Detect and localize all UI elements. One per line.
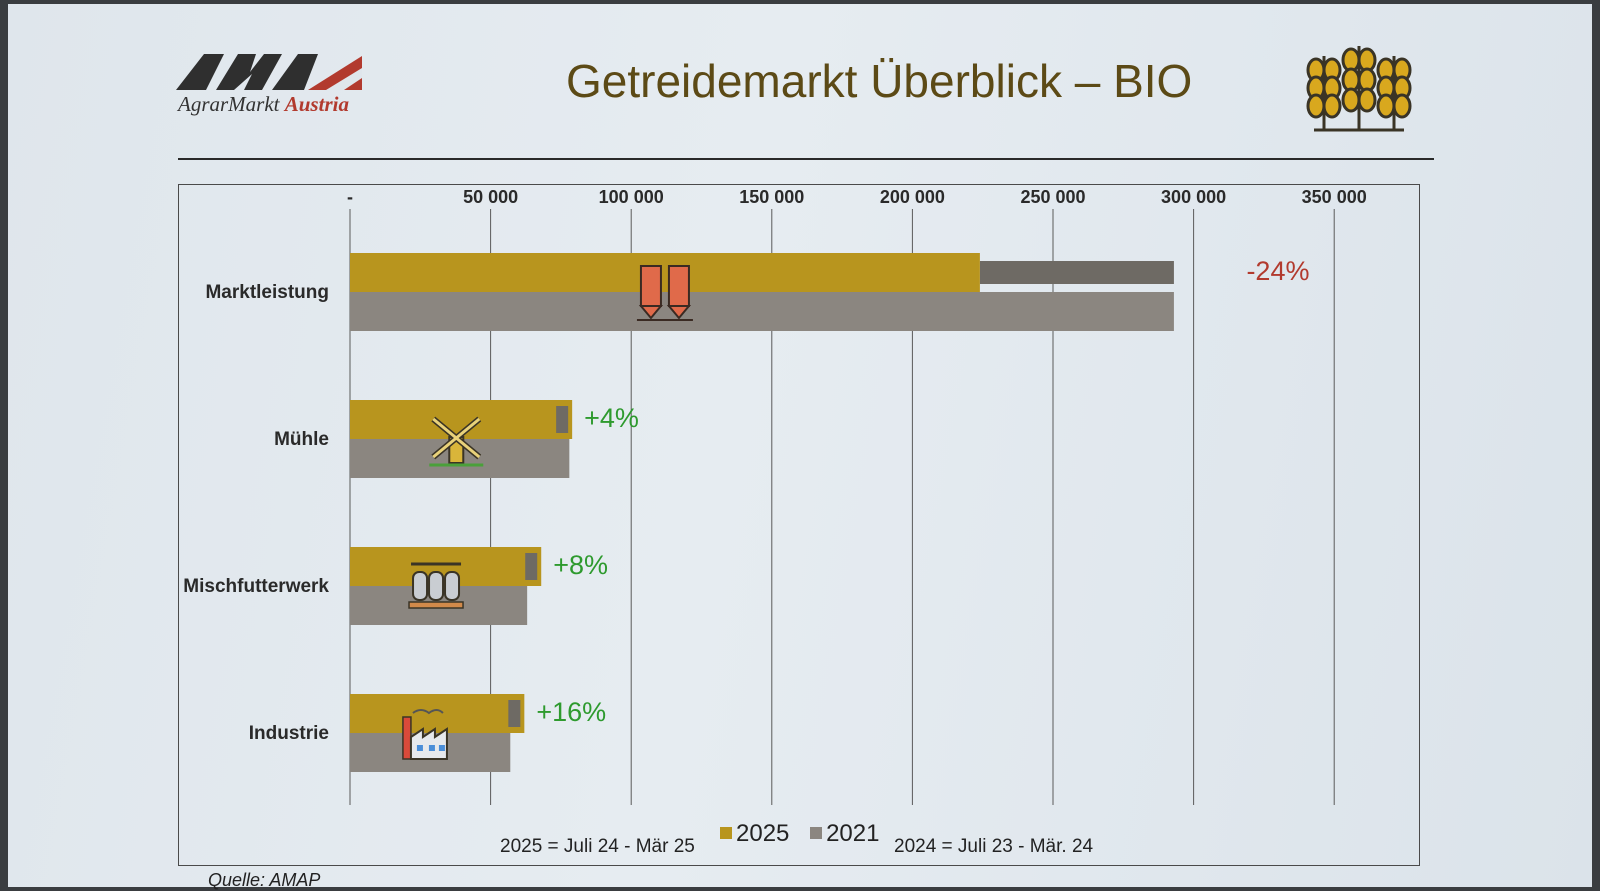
title-divider	[178, 158, 1434, 160]
x-tick-label: 100 000	[599, 187, 664, 207]
x-tick-label: -	[347, 187, 353, 207]
bar-2025	[350, 253, 980, 292]
category-label: Mühle	[274, 429, 329, 450]
difference-segment	[508, 700, 521, 727]
category-label: Marktleistung	[205, 282, 329, 303]
ama-logo-mark	[176, 54, 362, 90]
bar-2025	[350, 694, 525, 733]
windmill-icon	[429, 416, 484, 467]
period-note-2024: 2024 = Juli 23 - Mär. 24	[894, 836, 1094, 857]
category-label: Industrie	[249, 723, 329, 744]
logo-text-accent: Austria	[284, 92, 349, 116]
source-note: Quelle: AMAP	[208, 870, 321, 890]
x-tick-label: 250 000	[1020, 187, 1085, 207]
x-tick-label: 150 000	[739, 187, 804, 207]
change-label: -24%	[1246, 256, 1309, 286]
wheat-icon	[1306, 46, 1412, 132]
bar-2021	[350, 292, 1174, 331]
x-tick-label: 350 000	[1302, 187, 1367, 207]
legend-item-2021: 2021	[810, 820, 879, 847]
difference-segment	[525, 553, 538, 580]
factory-icon	[402, 709, 448, 760]
page-title: Getreidemarkt Überblick – BIO	[566, 55, 1193, 107]
legend-label-2021: 2021	[826, 820, 880, 847]
legend-swatch-2021	[810, 827, 823, 839]
difference-segment	[979, 261, 1174, 284]
category-label: Mischfutterwerk	[183, 576, 329, 597]
feed-mill-icon	[408, 562, 464, 609]
logo-text: AgrarMarkt Austria	[178, 92, 349, 117]
change-label: +8%	[553, 550, 608, 580]
period-note-2025: 2025 = Juli 24 - Mär 25	[500, 836, 695, 857]
ama-logo: AgrarMarkt Austria	[176, 52, 376, 124]
x-tick-label: 200 000	[880, 187, 945, 207]
x-tick-label: 300 000	[1161, 187, 1226, 207]
chart-frame: - 50 000 100 000 150 000 200 000 250 000 300 0…	[178, 184, 1420, 866]
change-label: +16%	[536, 697, 606, 727]
legend-swatch-2025	[720, 827, 732, 839]
legend-label-2025: 2025	[736, 820, 790, 847]
slide: AgrarMarkt Austria Getreidemarkt Überbli…	[8, 4, 1592, 890]
legend-item-2025: 2025	[720, 820, 789, 847]
chart-legend: 2025 2021	[720, 820, 893, 848]
x-tick-label: 50 000	[463, 187, 518, 207]
logo-text-main: AgrarMarkt	[178, 92, 280, 116]
change-label: +4%	[584, 403, 639, 433]
difference-segment	[556, 406, 569, 433]
bar-chart: - 50 000 100 000 150 000 200 000 250 000 300 0…	[183, 187, 1367, 805]
silo-icon	[636, 265, 693, 321]
